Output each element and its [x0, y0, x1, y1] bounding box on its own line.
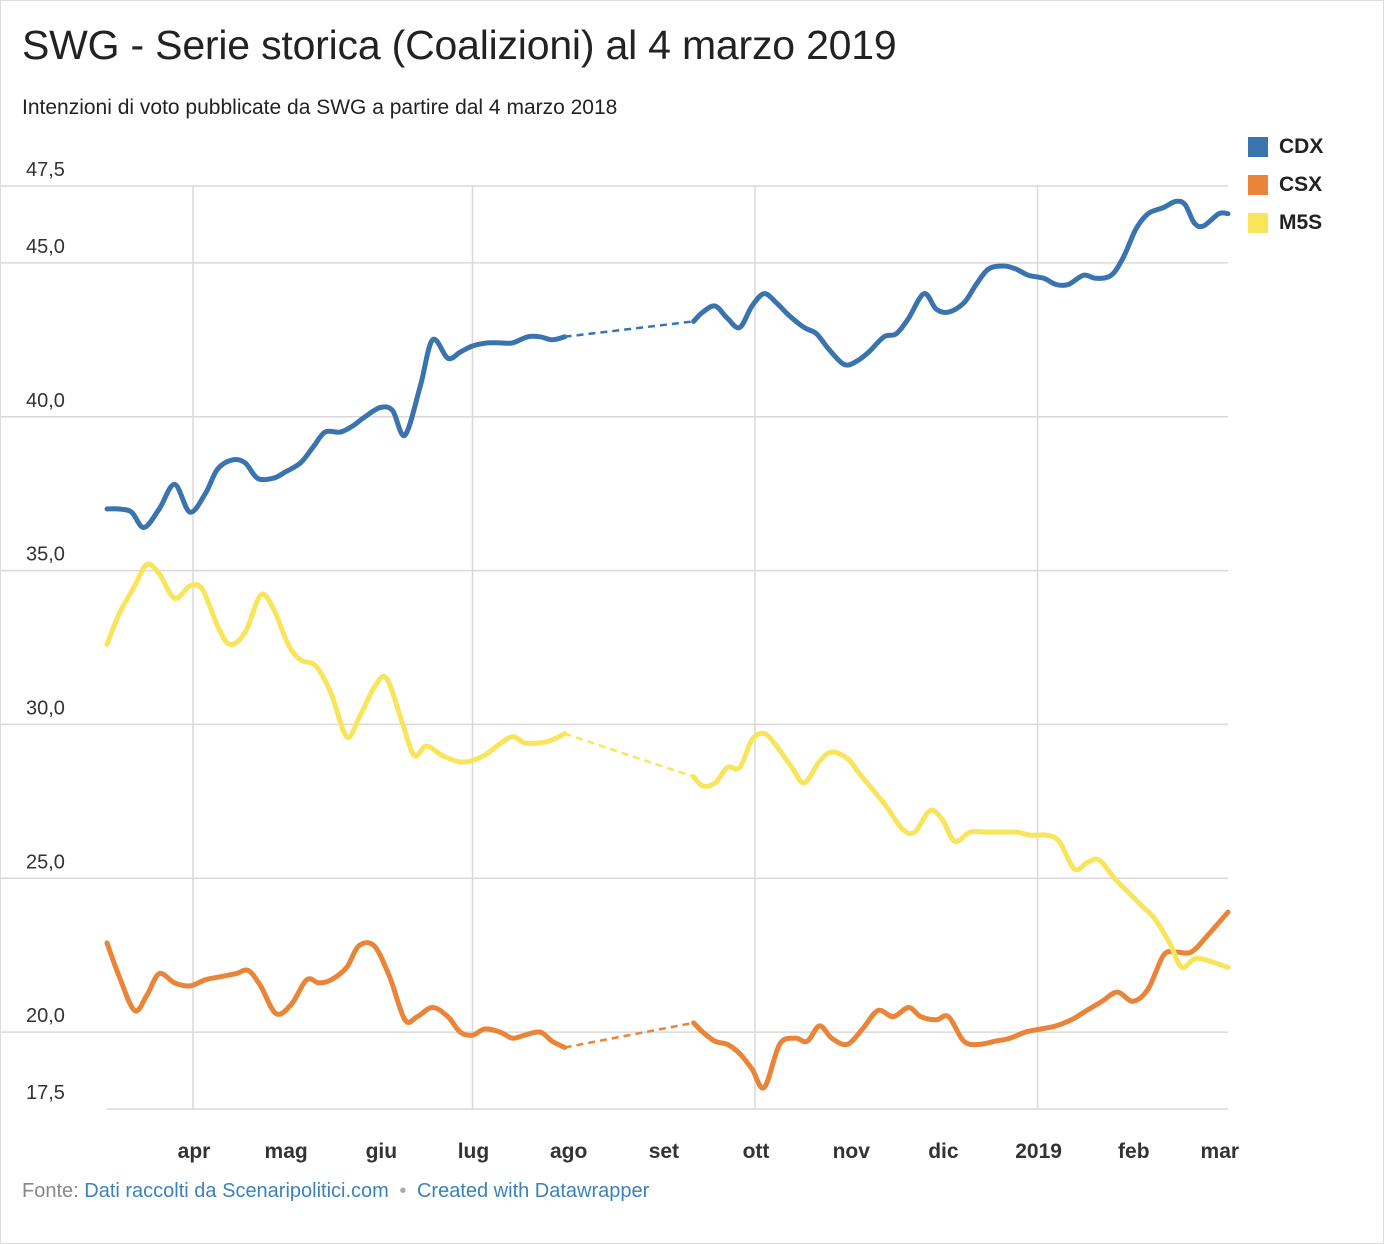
source-label: Fonte:: [22, 1180, 79, 1202]
x-tick-label: lug: [458, 1140, 490, 1163]
x-tick-label: dic: [928, 1140, 959, 1163]
chart-legend: CDX CSX M5S: [1248, 128, 1323, 242]
y-tick-label: 45,0: [26, 236, 65, 258]
x-tick-label: apr: [178, 1140, 211, 1163]
x-axis: apr mag giu lug ago set ott nov dic 2019 feb mar: [178, 1140, 1239, 1163]
legend-label-csx: CSX: [1279, 173, 1323, 196]
grid-lines: [0, 185, 1228, 1110]
y-tick-label: 40,0: [26, 390, 65, 412]
source-link[interactable]: Dati raccolti da Scenaripolitici.com: [84, 1180, 389, 1202]
series-gap-cdx: [564, 320, 694, 338]
y-tick-label: 35,0: [26, 544, 65, 566]
y-tick-label: 17,5: [26, 1082, 65, 1104]
legend-swatch-cdx: [1248, 137, 1268, 157]
x-tick-label: ago: [550, 1140, 587, 1163]
x-tick-label: mar: [1201, 1140, 1240, 1163]
series-lines: [104, 198, 1231, 1091]
x-tick-label: giu: [366, 1140, 398, 1163]
legend-item-csx: CSX: [1248, 166, 1323, 204]
x-tick-label: set: [649, 1140, 679, 1163]
footer-separator: •: [399, 1180, 407, 1202]
series-line-csx: [691, 909, 1231, 1091]
legend-item-cdx: CDX: [1248, 128, 1323, 166]
series-line-cdx: [691, 198, 1231, 368]
series-line-cdx: [104, 333, 568, 530]
x-tick-label: nov: [833, 1140, 871, 1163]
legend-item-m5s: M5S: [1248, 204, 1323, 242]
y-tick-label: 47,5: [26, 159, 65, 181]
series-line-m5s: [104, 561, 568, 765]
series-line-csx: [104, 940, 568, 1050]
x-tick-label: feb: [1118, 1140, 1150, 1163]
legend-swatch-m5s: [1248, 213, 1268, 233]
y-axis: 47,5 45,0 40,0 35,0 30,0 25,0 20,0 17,5: [26, 159, 65, 1104]
y-tick-label: 25,0: [26, 851, 65, 873]
legend-label-m5s: M5S: [1279, 211, 1323, 234]
series-line-m5s: [691, 730, 1231, 971]
x-tick-label: ott: [743, 1140, 770, 1163]
datawrapper-credit-link[interactable]: Created with Datawrapper: [416, 1180, 650, 1202]
y-tick-label: 30,0: [26, 697, 65, 719]
chart-title: SWG - Serie storica (Coalizioni) al 4 ma…: [22, 22, 897, 68]
series-gap-csx: [564, 1021, 694, 1049]
legend-swatch-csx: [1248, 175, 1268, 195]
chart-footer: Fonte: Dati raccolti da Scenaripolitici.…: [22, 1180, 649, 1203]
line-chart: 47,5 45,0 40,0 35,0 30,0 25,0 20,0 17,5 apr mag gi…: [0, 159, 1239, 1163]
x-tick-label: mag: [265, 1140, 308, 1163]
y-tick-label: 20,0: [26, 1005, 65, 1027]
chart-subtitle: Intenzioni di voto pubblicate da SWG a p…: [22, 96, 618, 119]
x-tick-label: 2019: [1015, 1140, 1062, 1163]
series-gap-m5s: [564, 732, 695, 778]
legend-label-cdx: CDX: [1279, 135, 1324, 158]
